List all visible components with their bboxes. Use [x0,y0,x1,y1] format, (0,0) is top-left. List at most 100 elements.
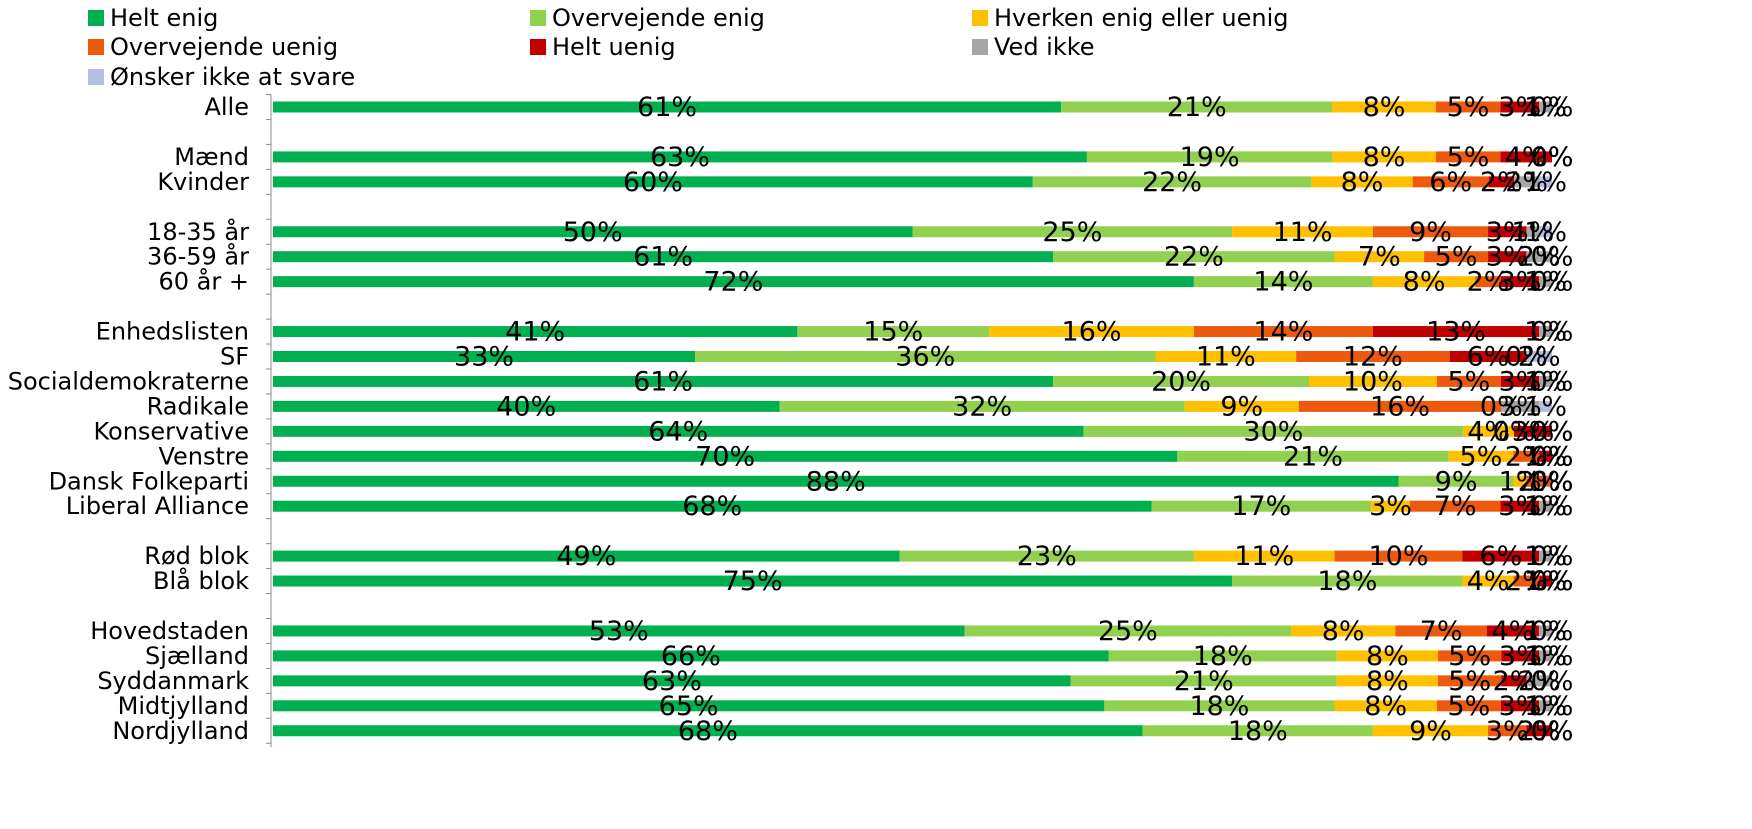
bar-segment-60-aar-ved-ikke [1539,276,1552,288]
bar-segment-sjaelland-helt-enig [273,650,1109,662]
legend-item-overvejende-uenig: Overvejende uenig [88,33,338,61]
legend-label-overvejende-enig: Overvejende enig [552,4,765,32]
bar-segment-blaa-blok-hverken-enig-eller-uenig [1462,575,1514,587]
value-label-nordjylland-helt-enig: 68% [678,716,738,747]
bar-segment-36-59-aar-hverken-enig-eller-uenig [1334,251,1425,263]
value-label-dansk-folkeparti-ved-ikke: 0% [1531,466,1574,497]
legend-label-hverken-enig-eller-uenig: Hverken enig eller uenig [994,4,1289,32]
bar-segment-socialdemokraterne-overvejende-enig [1053,375,1309,387]
category-label-blaa-blok: Blå blok [153,566,249,595]
bar-segment-blaa-blok-helt-uenig [1539,575,1552,587]
category-label-radikale: Radikale [147,392,249,420]
bar-segment-maend-helt-uenig [1500,151,1552,163]
value-label-blaa-blok-helt-enig: 75% [723,566,783,597]
bar-segment-sf-oensker-ikke-at-svare [1526,351,1552,362]
value-label-18-35-aar-overvejende-enig: 25% [1042,217,1102,248]
value-label-socialdemokraterne-helt-enig: 61% [633,366,693,397]
value-label-kvinder-helt-enig: 60% [623,167,683,198]
bar-row-venstre [273,450,1552,462]
value-label-hovedstaden-overvejende-uenig: 7% [1420,616,1463,647]
bar-segment-36-59-aar-ved-ikke [1526,251,1552,263]
value-label-hovedstaden-ved-ikke: 1% [1524,616,1567,647]
bar-segment-konservative-overvejende-enig [1083,425,1464,437]
bar-row-hovedstaden [273,625,1552,637]
category-label-alle: Alle [204,93,249,121]
value-label-blaa-blok-hverken-enig-eller-uenig: 4% [1467,566,1510,597]
value-label-venstre-overvejende-enig: 21% [1283,441,1343,472]
bar-segment-liberal-alliance-helt-enig [273,500,1152,512]
legend-item-hverken-enig-eller-uenig: Hverken enig eller uenig [972,4,1289,32]
value-label-radikale-helt-enig: 40% [496,391,556,422]
value-label-alle-oensker-ikke-at-svare: 0% [1531,92,1574,123]
bar-segment-hovedstaden-helt-enig [273,625,965,637]
bar-segment-roed-blok-helt-uenig [1462,550,1540,562]
value-label-venstre-helt-uenig: 1% [1524,441,1567,472]
bar-segment-dansk-folkeparti-overvejende-uenig [1526,475,1552,487]
value-label-kvinder-hverken-enig-eller-uenig: 8% [1341,167,1384,198]
bar-segment-midtjylland-helt-uenig [1500,700,1540,712]
value-label-sf-helt-uenig: 6% [1467,342,1510,373]
bar-segment-enhedslisten-ved-ikke [1539,326,1552,338]
legend-label-helt-uenig: Helt uenig [552,33,676,61]
bar-segment-syddanmark-helt-enig [273,675,1071,687]
bar-segment-36-59-aar-helt-uenig [1488,251,1527,263]
legend-swatch-overvejende-enig [530,10,546,26]
value-label-socialdemokraterne-oensker-ikke-at-svare: 0% [1531,366,1574,397]
value-label-sjaelland-hverken-enig-eller-uenig: 8% [1366,641,1409,672]
bar-segment-dansk-folkeparti-hverken-enig-eller-uenig [1513,475,1527,487]
value-label-midtjylland-overvejende-uenig: 5% [1447,691,1490,722]
value-label-60-aar-hverken-enig-eller-uenig: 8% [1403,267,1446,298]
bar-segment-socialdemokraterne-helt-enig [273,375,1054,387]
category-label-roed-blok: Rød blok [144,542,249,570]
bar-row-radikale [273,400,1552,412]
value-label-enhedslisten-ved-ikke: 1% [1524,317,1567,348]
value-label-venstre-helt-enig: 70% [695,441,755,472]
value-label-blaa-blok-ved-ikke: 0% [1531,566,1574,597]
value-label-sjaelland-helt-enig: 66% [661,641,721,672]
bar-segment-roed-blok-overvejende-uenig [1334,550,1463,562]
legend: Helt enig Overvejende enig Hverken enig el… [88,4,1289,91]
bar-segment-18-35-aar-overvejende-enig [912,226,1233,238]
category-label-60-aar: 60 år + [159,267,249,296]
bar-segment-18-35-aar-helt-uenig [1488,226,1527,238]
bar-segment-nordjylland-overvejende-enig [1142,725,1373,737]
bar-row-enhedslisten [273,326,1552,338]
value-label-18-35-aar-helt-enig: 50% [563,217,623,248]
bar-segment-enhedslisten-hverken-enig-eller-uenig [989,326,1194,338]
value-label-maend-helt-enig: 63% [650,142,710,173]
bar-segment-60-aar-overvejende-uenig [1475,276,1501,288]
bar-row-socialdemokraterne [273,375,1552,387]
value-label-nordjylland-hverken-enig-eller-uenig: 9% [1409,716,1452,747]
value-label-nordjylland-oensker-ikke-at-svare: 0% [1531,716,1574,747]
bar-segment-hovedstaden-hverken-enig-eller-uenig [1290,625,1396,637]
value-label-36-59-aar-overvejende-enig: 22% [1164,242,1224,273]
value-label-36-59-aar-ved-ikke: 2% [1518,242,1561,273]
bar-segment-dansk-folkeparti-helt-enig [273,475,1399,487]
category-label-enhedslisten: Enhedslisten [96,318,249,346]
bar-segment-18-35-aar-oensker-ikke-at-svare [1539,226,1552,238]
legend-item-overvejende-enig: Overvejende enig [530,4,765,32]
value-label-maend-ved-ikke: 0% [1531,142,1574,173]
bar-segment-radikale-helt-enig [273,400,780,412]
bar-segment-blaa-blok-helt-enig [273,575,1233,587]
bar-segment-venstre-overvejende-enig [1177,450,1449,462]
legend-label-oensker-ikke-at-svare: Ønsker ikke at svare [110,63,355,91]
bar-segment-socialdemokraterne-overvejende-uenig [1436,375,1501,387]
bar-segment-enhedslisten-overvejende-uenig [1193,326,1373,338]
bar-segment-sjaelland-overvejende-uenig [1438,650,1502,662]
bar-segment-syddanmark-hverken-enig-eller-uenig [1336,675,1439,687]
bar-segment-konservative-helt-enig [273,425,1084,437]
value-label-enhedslisten-overvejende-uenig: 14% [1253,317,1313,348]
bar-segment-18-35-aar-hverken-enig-eller-uenig [1232,226,1373,238]
legend-swatch-overvejende-uenig [88,39,104,55]
bar-row-sjaelland [273,650,1552,662]
value-label-36-59-aar-hverken-enig-eller-uenig: 7% [1358,242,1401,273]
value-label-nordjylland-overvejende-enig: 18% [1228,716,1288,747]
legend-item-oensker-ikke-at-svare: Ønsker ikke at svare [88,63,355,91]
bar-segment-roed-blok-overvejende-enig [899,550,1194,562]
value-label-radikale-overvejende-enig: 32% [952,391,1012,422]
bar-segment-roed-blok-ved-ikke [1539,550,1552,562]
bar-row-midtjylland [273,700,1552,712]
